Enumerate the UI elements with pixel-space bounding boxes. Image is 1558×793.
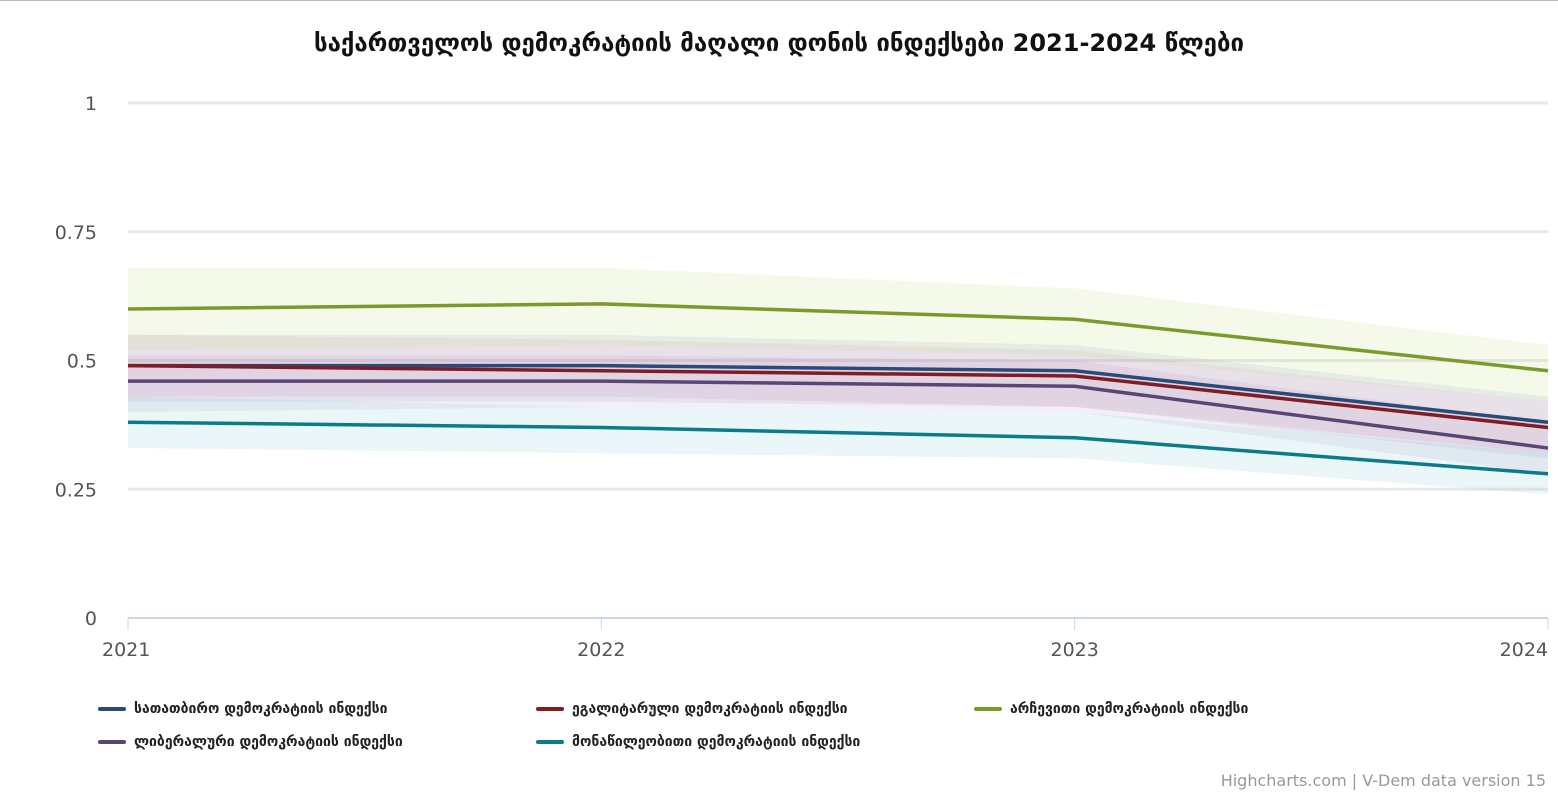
legend-label: სათათბირო დემოკრატიის ინდექსი [134,701,388,717]
legend-item[interactable]: მონაწილეობითი დემოკრატიის ინდექსი [536,734,860,750]
series-line-0 [128,363,1549,425]
legend-swatch [536,740,564,744]
y-tick-label: 0.25 [55,479,97,501]
y-tick-label: 1 [85,93,97,115]
legend-item[interactable]: არჩევითი დემოკრატიის ინდექსი [974,701,1248,717]
legend-swatch [98,707,126,711]
x-tick-label: 2024 [1500,639,1548,661]
legend-swatch [536,707,564,711]
legend-label: ეგალიტარული დემოკრატიის ინდექსი [572,701,848,717]
chart-title: საქართველოს დემოკრატიის მაღალი დონის ინდ… [314,29,1244,57]
series-line-3 [128,379,1549,450]
credits[interactable]: Highcharts.com | V-Dem data version 15 [1220,771,1546,790]
y-tick-label: 0 [85,608,97,630]
legend-item[interactable]: ლიბერალური დემოკრატიის ინდექსი [98,734,403,750]
series-line-1 [127,363,1549,430]
x-tick-label: 2023 [1050,639,1098,661]
x-tick-label: 2022 [577,639,625,661]
y-tick-label: 0.5 [67,351,97,373]
x-tick-label: 2021 [102,639,150,661]
legend-swatch [974,707,1002,711]
legend-label: ლიბერალური დემოკრატიის ინდექსი [134,734,403,750]
legend-label: მონაწილეობითი დემოკრატიის ინდექსი [572,734,861,750]
series-line-4 [127,420,1549,476]
legend-swatch [98,740,126,744]
confidence-band [128,267,1548,402]
y-tick-label: 0.75 [55,222,97,244]
legend-item[interactable]: სათათბირო დემოკრატიის ინდექსი [98,701,387,717]
legend-label: არჩევითი დემოკრატიის ინდექსი [1010,701,1249,717]
legend-item[interactable]: ეგალიტარული დემოკრატიის ინდექსი [536,701,848,717]
series-line-2 [127,302,1549,373]
confidence-band [128,396,1548,495]
